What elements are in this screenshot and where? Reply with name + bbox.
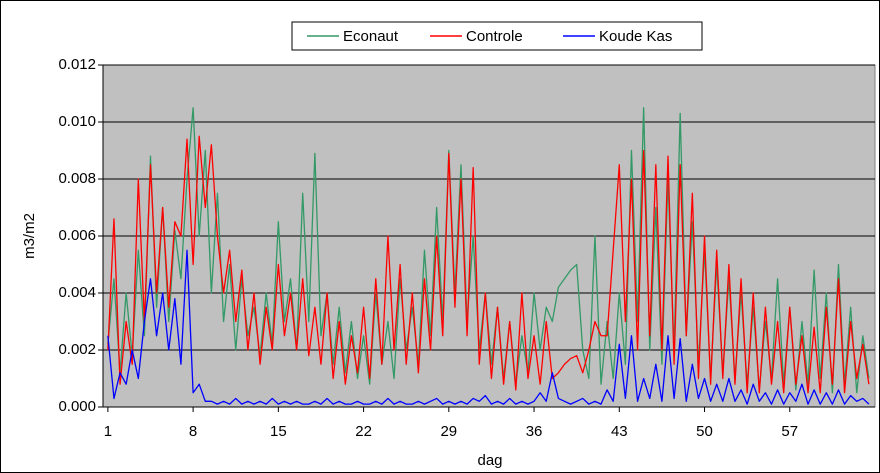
y-tick-label: 0.006: [58, 227, 96, 244]
y-tick-label: 0.000: [58, 398, 96, 415]
x-tick-label: 57: [781, 423, 798, 440]
x-tick-label: 1: [104, 423, 112, 440]
legend-label: Econaut: [343, 28, 399, 45]
y-tick-label: 0.002: [58, 341, 96, 358]
legend-label: Controle: [466, 28, 523, 45]
series-line: [107, 135, 870, 394]
y-tick-label: 0.012: [58, 56, 96, 73]
x-tick-label: 36: [526, 423, 543, 440]
legend-box: [291, 21, 703, 51]
series-line: [107, 249, 870, 405]
x-tick-label: 8: [189, 423, 197, 440]
x-tick-label: 15: [270, 423, 287, 440]
y-axis-label: m3/m2: [21, 213, 38, 259]
y-tick-label: 0.004: [58, 284, 96, 301]
x-tick-label: 43: [611, 423, 628, 440]
legend-label: Koude Kas: [599, 28, 672, 45]
x-tick-label: 50: [696, 423, 713, 440]
x-tick-label: 29: [440, 423, 457, 440]
x-axis-label: dag: [477, 452, 502, 469]
y-tick-label: 0.008: [58, 170, 96, 187]
x-tick-label: 22: [355, 423, 372, 440]
y-tick-label: 0.010: [58, 113, 96, 130]
